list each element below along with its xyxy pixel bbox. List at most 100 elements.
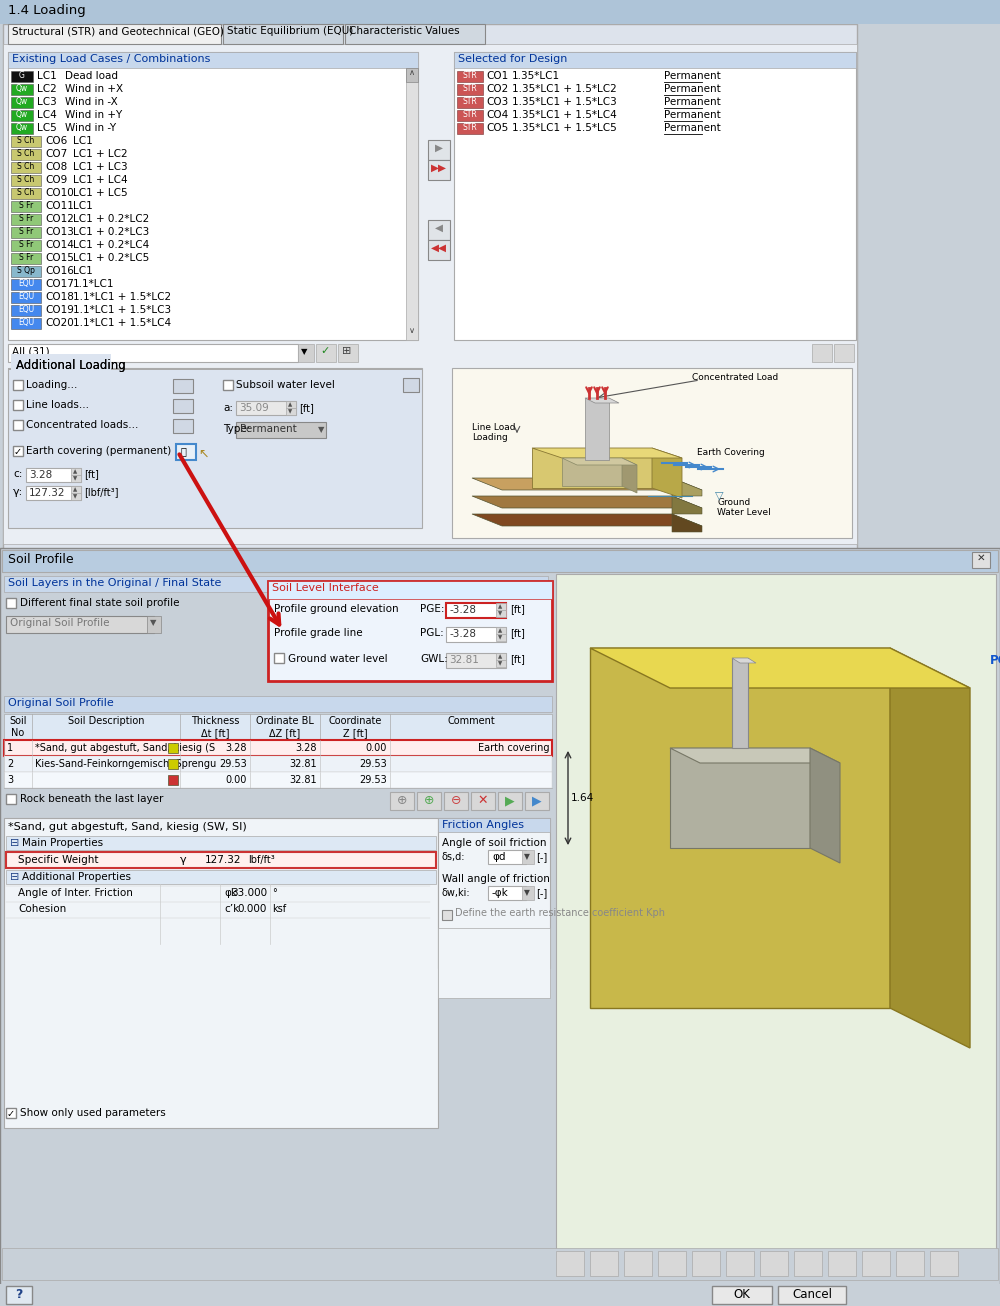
- Text: ▲: ▲: [498, 603, 502, 609]
- Bar: [438, 818, 550, 832]
- Text: Earth Covering: Earth Covering: [697, 448, 765, 457]
- Text: Wind in +Y: Wind in +Y: [65, 110, 122, 120]
- Text: [lbf/ft³]: [lbf/ft³]: [84, 487, 119, 498]
- Text: [-]: [-]: [536, 888, 547, 899]
- Text: 1.4 Loading: 1.4 Loading: [8, 4, 86, 17]
- Bar: [11, 162, 41, 172]
- Bar: [794, 1251, 822, 1276]
- Bar: [452, 368, 852, 538]
- Text: Wind in -X: Wind in -X: [65, 97, 118, 107]
- Bar: [6, 870, 436, 884]
- Text: Show only used parameters: Show only used parameters: [20, 1107, 166, 1118]
- Text: ✓: ✓: [14, 447, 22, 457]
- Text: Define the earth resistance coefficient Kph: Define the earth resistance coefficient …: [455, 908, 665, 918]
- Bar: [236, 422, 326, 438]
- Text: S Ch: S Ch: [17, 136, 35, 145]
- Bar: [496, 610, 506, 616]
- Bar: [732, 658, 748, 748]
- Text: PGE:: PGE:: [420, 603, 444, 614]
- Polygon shape: [532, 448, 682, 458]
- Text: ▼: ▼: [498, 611, 502, 616]
- Bar: [556, 1251, 584, 1276]
- Text: CO12: CO12: [45, 214, 74, 225]
- Text: Angle of soil friction: Angle of soil friction: [442, 838, 546, 848]
- Text: Soil: Soil: [9, 716, 27, 726]
- Text: -φk: -φk: [492, 888, 509, 899]
- Text: ▶: ▶: [532, 794, 542, 807]
- Text: STR: STR: [463, 110, 477, 119]
- Text: 2: 2: [7, 759, 13, 769]
- Text: ▼: ▼: [524, 888, 530, 897]
- Bar: [11, 149, 41, 161]
- Bar: [496, 603, 506, 610]
- Bar: [11, 136, 41, 148]
- Text: [ft]: [ft]: [299, 404, 314, 413]
- Text: 127.32: 127.32: [205, 855, 242, 865]
- Text: ◀: ◀: [435, 223, 443, 232]
- Text: PGL:: PGL:: [420, 628, 444, 639]
- Text: 1.35*LC1 + 1.5*LC3: 1.35*LC1 + 1.5*LC3: [512, 97, 617, 107]
- Bar: [670, 748, 810, 848]
- Bar: [11, 201, 41, 212]
- Text: CO11: CO11: [45, 201, 74, 212]
- Bar: [71, 475, 81, 482]
- Text: ▼: ▼: [73, 494, 77, 499]
- Polygon shape: [672, 478, 702, 496]
- Text: Concentrated Load: Concentrated Load: [692, 374, 778, 381]
- Bar: [522, 850, 534, 865]
- Text: Type:: Type:: [223, 424, 250, 434]
- Bar: [223, 380, 233, 390]
- Bar: [930, 1251, 958, 1276]
- Text: 1.35*LC1: 1.35*LC1: [512, 71, 560, 81]
- Bar: [338, 343, 358, 362]
- Bar: [13, 400, 23, 410]
- Text: Qw: Qw: [16, 110, 28, 119]
- Bar: [11, 97, 33, 108]
- Text: Line Load: Line Load: [472, 423, 516, 432]
- Text: LC1 + 0.2*LC4: LC1 + 0.2*LC4: [73, 240, 149, 249]
- Bar: [11, 279, 41, 290]
- Bar: [26, 468, 81, 482]
- Bar: [488, 885, 526, 900]
- Bar: [173, 419, 193, 434]
- Text: Earth covering: Earth covering: [478, 743, 549, 754]
- Text: Permanent: Permanent: [240, 424, 297, 434]
- Text: Friction Angles: Friction Angles: [442, 820, 524, 831]
- Text: LC1 + LC4: LC1 + LC4: [73, 175, 128, 185]
- Bar: [726, 1251, 754, 1276]
- Text: a:: a:: [223, 404, 233, 413]
- Bar: [457, 71, 483, 82]
- Bar: [298, 343, 314, 362]
- Text: ▼: ▼: [288, 409, 292, 414]
- Text: φk: φk: [224, 888, 237, 899]
- Bar: [71, 492, 81, 500]
- Bar: [498, 791, 522, 810]
- Text: CO3: CO3: [486, 97, 508, 107]
- Bar: [13, 421, 23, 430]
- Text: ∨: ∨: [409, 326, 415, 336]
- Bar: [6, 836, 436, 850]
- Text: ▶: ▶: [505, 794, 515, 807]
- Text: 29.53: 29.53: [359, 759, 387, 769]
- Polygon shape: [622, 458, 637, 492]
- Bar: [168, 774, 178, 785]
- Text: LC2: LC2: [37, 84, 57, 94]
- Bar: [6, 852, 436, 868]
- Text: GWL:: GWL:: [420, 654, 448, 663]
- Text: ▲: ▲: [498, 628, 502, 633]
- Text: Original Soil Profile: Original Soil Profile: [10, 618, 110, 628]
- Bar: [828, 1251, 856, 1276]
- Polygon shape: [810, 748, 840, 863]
- Bar: [457, 84, 483, 95]
- Bar: [4, 696, 552, 712]
- Text: LC3: LC3: [37, 97, 57, 107]
- Bar: [862, 1251, 890, 1276]
- Text: 1.35*LC1 + 1.5*LC5: 1.35*LC1 + 1.5*LC5: [512, 123, 617, 133]
- Bar: [268, 581, 552, 680]
- Text: -3.28: -3.28: [449, 629, 476, 639]
- Text: CO1: CO1: [486, 71, 508, 81]
- Text: LC5: LC5: [37, 123, 57, 133]
- Text: 33.000: 33.000: [231, 888, 267, 899]
- Text: Additional Properties: Additional Properties: [22, 872, 131, 882]
- Text: ✕: ✕: [478, 794, 488, 807]
